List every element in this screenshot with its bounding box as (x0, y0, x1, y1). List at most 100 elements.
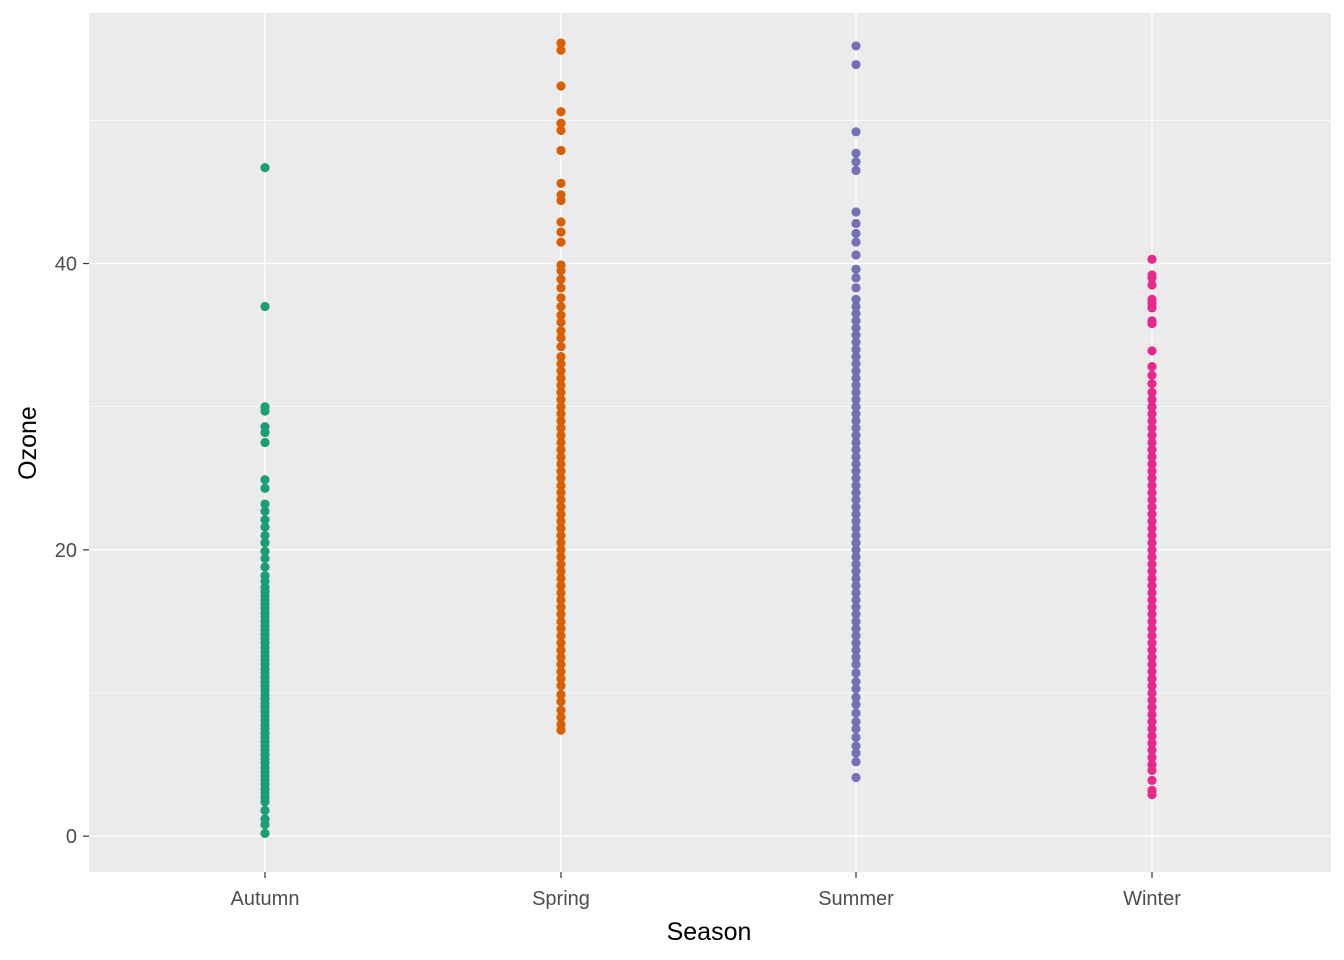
data-point-winter (1147, 745, 1157, 755)
data-point-winter (1147, 573, 1157, 584)
data-point-winter (1147, 516, 1157, 526)
data-point-spring (556, 341, 566, 352)
data-point-spring (556, 333, 566, 343)
data-point-summer (851, 581, 861, 591)
data-point-winter (1147, 645, 1157, 655)
data-point-summer (851, 523, 861, 534)
data-point-winter (1147, 437, 1157, 448)
data-point-spring (556, 38, 566, 48)
data-point-summer (851, 459, 861, 469)
data-point-summer (851, 652, 861, 662)
data-point-winter (1147, 674, 1157, 684)
data-point-summer (851, 631, 861, 641)
data-point-summer (851, 366, 861, 376)
data-point-autumn (260, 571, 270, 581)
data-point-spring (556, 681, 566, 691)
data-point-winter (1147, 785, 1157, 795)
data-point-spring (556, 689, 566, 700)
data-point-summer (851, 264, 861, 274)
data-point-summer (851, 741, 861, 751)
data-point-spring (556, 588, 566, 598)
data-point-summer (851, 480, 861, 491)
data-point-winter (1147, 387, 1157, 397)
data-point-spring (556, 326, 566, 336)
data-point-autumn (260, 483, 270, 493)
data-point-summer (851, 359, 861, 369)
data-point-spring (556, 409, 566, 419)
data-point-spring (556, 178, 566, 188)
data-point-winter (1147, 459, 1157, 469)
data-point-spring (556, 495, 566, 505)
data-point-spring (556, 545, 566, 555)
data-point-spring (556, 674, 566, 684)
data-point-winter (1147, 731, 1157, 741)
data-point-spring (556, 387, 566, 397)
data-point-summer (851, 283, 861, 293)
data-point-spring (556, 509, 566, 519)
data-point-summer (851, 416, 861, 426)
data-point-spring (556, 697, 566, 707)
data-point-winter (1147, 616, 1157, 627)
plot-panel (89, 13, 1331, 872)
data-point-summer (851, 301, 861, 312)
data-point-summer (851, 323, 861, 333)
x-axis-title: Season (667, 918, 752, 946)
data-point-autumn (260, 402, 270, 412)
data-point-winter (1147, 681, 1157, 691)
data-point-winter (1147, 602, 1157, 612)
data-point-spring (556, 359, 566, 369)
data-point-winter (1147, 480, 1157, 491)
data-point-winter (1147, 609, 1157, 619)
data-point-spring (556, 595, 566, 605)
data-point-autumn (260, 515, 270, 525)
data-point-summer (851, 638, 861, 648)
data-point-winter (1147, 566, 1157, 576)
data-point-summer (851, 473, 861, 483)
data-point-spring (556, 552, 566, 562)
data-point-summer (851, 41, 861, 51)
data-point-spring (556, 624, 566, 634)
data-point-winter (1147, 379, 1157, 389)
data-point-winter (1147, 346, 1157, 356)
data-point-summer (851, 250, 861, 260)
data-point-autumn (260, 546, 270, 556)
data-point-summer (851, 502, 861, 512)
data-point-winter (1147, 394, 1157, 405)
data-point-summer (851, 732, 861, 743)
data-point-summer (851, 684, 861, 694)
data-point-winter (1147, 588, 1157, 598)
data-point-winter (1147, 724, 1157, 734)
data-point-spring (556, 352, 566, 362)
data-point-summer (851, 559, 861, 569)
data-point-winter (1147, 409, 1157, 419)
data-point-summer (851, 344, 861, 355)
data-point-summer (851, 668, 861, 678)
data-point-autumn (260, 828, 270, 838)
data-point-summer (851, 59, 861, 70)
data-point-autumn (260, 814, 270, 824)
data-point-winter (1147, 488, 1157, 498)
data-point-summer (851, 387, 861, 397)
data-point-summer (851, 207, 861, 217)
x-tick-label: Spring (532, 888, 590, 910)
data-point-autumn (260, 562, 270, 572)
data-point-winter (1147, 254, 1157, 264)
data-point-spring (556, 502, 566, 512)
data-point-winter (1147, 717, 1157, 727)
data-point-winter (1147, 652, 1157, 662)
data-point-winter (1147, 688, 1157, 698)
data-point-spring (556, 118, 566, 128)
data-point-spring (556, 480, 566, 491)
data-point-spring (556, 430, 566, 440)
data-point-summer (851, 316, 861, 326)
x-tick-label: Autumn (231, 888, 300, 910)
data-point-winter (1147, 466, 1157, 476)
data-point-summer (851, 645, 861, 655)
data-point-winter (1147, 666, 1157, 677)
data-point-summer (851, 676, 861, 687)
data-point-summer (851, 717, 861, 727)
data-point-summer (851, 148, 861, 158)
data-point-summer (851, 466, 861, 476)
data-point-summer (851, 452, 861, 462)
data-point-winter (1147, 595, 1157, 605)
